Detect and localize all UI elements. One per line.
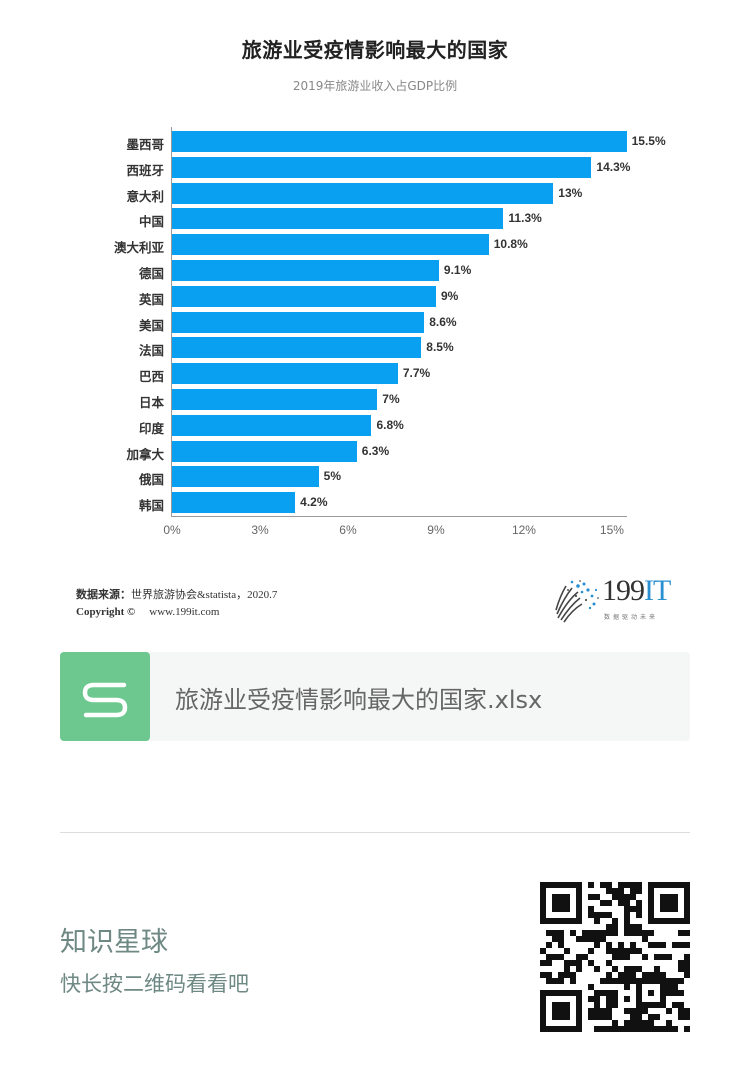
x-tick-label: 6% <box>339 523 357 537</box>
bar <box>172 156 592 178</box>
value-label: 7% <box>382 392 400 406</box>
value-label: 8.6% <box>429 314 457 329</box>
value-label: 11.3% <box>508 211 542 226</box>
x-tick-label: 0% <box>163 523 181 537</box>
category-label: 巴西 <box>138 369 164 385</box>
value-label: 15.5% <box>631 134 666 148</box>
dandelion-logo-icon <box>555 580 599 623</box>
section-divider <box>60 832 690 833</box>
logo-tagline: 数据驱动未来 <box>604 614 659 621</box>
data-source: 数据来源：世界旅游协会&statista，2020.7 <box>76 586 277 602</box>
bar <box>172 208 504 230</box>
copyright-label: Copyright © <box>76 606 136 618</box>
value-label: 9.1% <box>443 263 472 277</box>
x-tick-label: 9% <box>427 523 445 537</box>
file-name[interactable]: 旅游业受疫情影响最大的国家.xlsx <box>175 686 543 714</box>
value-label: 10.8% <box>493 237 528 252</box>
value-label: 4.2% <box>300 495 328 510</box>
category-label: 澳大利亚 <box>113 240 164 256</box>
file-attachment-card[interactable]: 旅游业受疫情影响最大的国家.xlsx <box>60 652 690 741</box>
x-tick-label: 12% <box>511 523 536 537</box>
value-label: 6.8% <box>376 417 404 432</box>
category-label: 西班牙 <box>126 162 164 178</box>
bar <box>172 285 436 307</box>
website-link[interactable]: www.199it.com <box>149 606 220 618</box>
199it-logo: 199IT 数据驱动未来 <box>554 574 694 626</box>
bar <box>172 337 422 359</box>
bar-chart: 墨西哥 15.5% 西班牙 14.3% 意大利 13% 中国 11.3% 澳大利亚 10.8% 德国… <box>113 127 666 537</box>
bar <box>172 492 296 514</box>
bar <box>172 234 489 256</box>
x-axis-line <box>171 516 627 517</box>
category-label: 墨西哥 <box>126 137 164 152</box>
category-label: 德国 <box>138 266 164 281</box>
spreadsheet-s-icon <box>60 652 150 741</box>
x-tick-label: 3% <box>251 523 269 537</box>
bar <box>172 363 398 385</box>
category-label: 中国 <box>138 214 164 230</box>
x-tick-label: 15% <box>599 523 624 537</box>
promo-subtitle: 快长按二维码看看吧 <box>60 972 249 996</box>
qr-code[interactable] <box>540 882 690 1032</box>
chart-subtitle: 2019年旅游业收入占GDP比例 <box>292 79 458 93</box>
category-label: 韩国 <box>138 498 164 514</box>
s-letter-icon <box>82 682 128 718</box>
bar <box>172 131 627 152</box>
value-label: 14.3% <box>596 159 631 174</box>
value-label: 9% <box>440 288 459 303</box>
category-label: 美国 <box>138 317 164 333</box>
promo-title: 知识星球 <box>60 927 168 958</box>
bar <box>172 311 425 333</box>
category-label: 加拿大 <box>126 446 164 462</box>
bar <box>172 466 319 488</box>
copyright-line: Copyright © www.199it.com <box>76 606 219 618</box>
category-label: 俄国 <box>138 472 164 488</box>
value-label: 13% <box>558 185 583 200</box>
value-label: 6.3% <box>361 443 390 458</box>
category-label: 法国 <box>138 343 164 359</box>
source-text: 世界旅游协会&statista，2020.7 <box>131 589 278 601</box>
value-label: 8.5% <box>426 340 454 355</box>
bar <box>172 260 439 281</box>
bar <box>172 182 554 204</box>
bar <box>172 389 378 410</box>
bar <box>172 414 372 436</box>
category-label: 英国 <box>138 291 164 307</box>
source-label: 数据来源： <box>76 589 131 601</box>
value-label: 5% <box>323 469 341 484</box>
category-label: 意大利 <box>126 188 164 204</box>
value-label: 7.7% <box>402 366 431 381</box>
qr-code-icon <box>540 882 690 1032</box>
y-axis-line <box>171 127 172 517</box>
category-label: 印度 <box>138 420 164 436</box>
bar <box>172 440 357 462</box>
chart-title: 旅游业受疫情影响最大的国家 <box>241 38 509 62</box>
category-label: 日本 <box>138 395 164 410</box>
logo-wordmark: 199IT <box>602 574 671 607</box>
